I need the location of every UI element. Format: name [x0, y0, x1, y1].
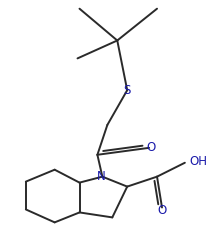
Text: O: O	[157, 204, 167, 217]
Text: N: N	[97, 170, 106, 183]
Text: OH: OH	[190, 155, 208, 168]
Text: O: O	[146, 141, 156, 154]
Text: S: S	[124, 84, 131, 97]
